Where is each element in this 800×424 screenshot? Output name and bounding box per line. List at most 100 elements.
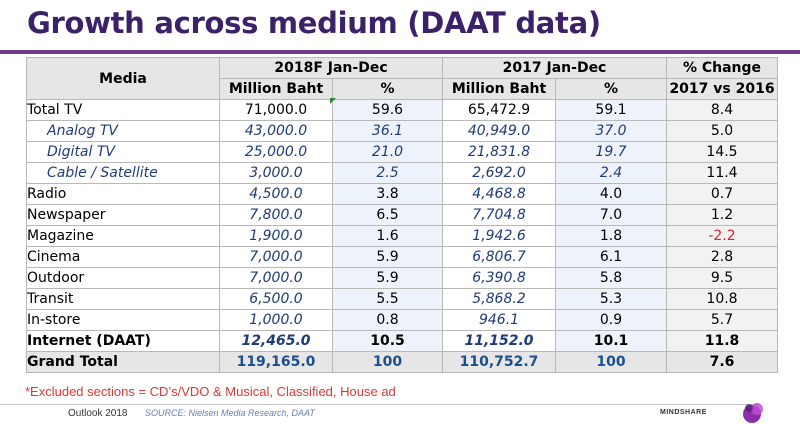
footer-outlook: Outlook 2018 <box>68 408 128 419</box>
row-media: Magazine <box>26 225 220 247</box>
change-value: 11.8 <box>666 330 779 352</box>
percent-2018: 3.8 <box>331 183 444 205</box>
grand-total-row: Grand Total 119,165.0 100 110,752.7 100 … <box>26 351 779 373</box>
percent-2017: 1.8 <box>555 225 668 247</box>
change-value: 7.6 <box>666 351 779 373</box>
percent-2018: 5.9 <box>331 267 444 289</box>
comment-marker-icon <box>330 98 336 104</box>
value-2017: 7,704.8 <box>442 204 557 226</box>
change-value: 10.8 <box>666 288 779 310</box>
percent-2018: 100 <box>331 351 444 373</box>
table-row: In-store 1,000.0 0.8 946.1 0.9 5.7 <box>26 309 779 331</box>
percent-2017: 5.3 <box>555 288 668 310</box>
change-value: 8.4 <box>666 99 779 121</box>
value-2018: 7,000.0 <box>219 246 333 268</box>
value-2018: 119,165.0 <box>219 351 333 373</box>
percent-2017: 6.1 <box>555 246 668 268</box>
table-row: Radio 4,500.0 3.8 4,468.8 4.0 0.7 <box>26 183 779 205</box>
row-media: Transit <box>26 288 220 310</box>
percent-2017: 10.1 <box>555 330 668 352</box>
table-row: Cable / Satellite 3,000.0 2.5 2,692.0 2.… <box>26 162 779 184</box>
percent-2018: 59.6 <box>331 99 444 121</box>
brand-name: MINDSHARE <box>660 409 707 416</box>
percent-2018: 0.8 <box>331 309 444 331</box>
row-media: Total TV <box>26 99 220 121</box>
value-2018: 71,000.0 <box>219 99 333 121</box>
row-media: Outdoor <box>26 267 220 289</box>
table-row: Digital TV 25,000.0 21.0 21,831.8 19.7 1… <box>26 141 779 163</box>
title-divider <box>0 50 800 54</box>
value-2018: 1,900.0 <box>219 225 333 247</box>
value-2017: 65,472.9 <box>442 99 557 121</box>
value-2017: 6,390.8 <box>442 267 557 289</box>
change-value: 0.7 <box>666 183 779 205</box>
row-media: Analog TV <box>26 120 220 142</box>
table-row: Cinema 7,000.0 5.9 6,806.7 6.1 2.8 <box>26 246 779 268</box>
value-2017: 2,692.0 <box>442 162 557 184</box>
row-media: Cinema <box>26 246 220 268</box>
percent-2018: 2.5 <box>331 162 444 184</box>
footer-source: SOURCE: Nielsen Media Research, DAAT <box>145 408 315 418</box>
value-2018: 7,800.0 <box>219 204 333 226</box>
header-change-period: 2017 vs 2016 <box>666 78 779 100</box>
value-2017: 1,942.6 <box>442 225 557 247</box>
row-media: In-store <box>26 309 220 331</box>
percent-2017: 100 <box>555 351 668 373</box>
percent-2018: 6.5 <box>331 204 444 226</box>
value-2017: 4,468.8 <box>442 183 557 205</box>
footer-divider <box>0 404 760 405</box>
change-value: 5.0 <box>666 120 779 142</box>
row-media: Newspaper <box>26 204 220 226</box>
page-title: Growth across medium (DAAT data) <box>27 6 601 40</box>
header-2018-million-baht: Million Baht <box>219 78 333 100</box>
row-media: Grand Total <box>26 351 220 373</box>
change-value: 9.5 <box>666 267 779 289</box>
percent-2017: 37.0 <box>555 120 668 142</box>
change-value: 1.2 <box>666 204 779 226</box>
value-2017: 110,752.7 <box>442 351 557 373</box>
media-growth-table: Media 2018F Jan-Dec 2017 Jan-Dec % Chang… <box>26 57 779 373</box>
percent-2017: 4.0 <box>555 183 668 205</box>
percent-2017: 0.9 <box>555 309 668 331</box>
value-2018: 6,500.0 <box>219 288 333 310</box>
percent-2018: 21.0 <box>331 141 444 163</box>
value-2017: 21,831.8 <box>442 141 557 163</box>
table-row: Analog TV 43,000.0 36.1 40,949.0 37.0 5.… <box>26 120 779 142</box>
table-row: Newspaper 7,800.0 6.5 7,704.8 7.0 1.2 <box>26 204 779 226</box>
value-2018: 43,000.0 <box>219 120 333 142</box>
percent-2017: 2.4 <box>555 162 668 184</box>
header-2017-percent: % <box>555 78 668 100</box>
header-2018-percent: % <box>331 78 444 100</box>
header-change: % Change <box>666 57 779 79</box>
percent-2017: 7.0 <box>555 204 668 226</box>
percent-2018: 10.5 <box>331 330 444 352</box>
percent-2017: 5.8 <box>555 267 668 289</box>
percent-2017: 19.7 <box>555 141 668 163</box>
percent-2018: 36.1 <box>331 120 444 142</box>
footnote: *Excluded sections = CD’s/VDO & Musical,… <box>25 384 396 399</box>
value-2017: 11,152.0 <box>442 330 557 352</box>
percent-2017: 59.1 <box>555 99 668 121</box>
percent-2018: 5.9 <box>331 246 444 268</box>
value-2017: 5,868.2 <box>442 288 557 310</box>
percent-2018: 1.6 <box>331 225 444 247</box>
header-media: Media <box>26 57 220 100</box>
header-2017: 2017 Jan-Dec <box>442 57 668 79</box>
mindshare-logo-icon <box>743 403 763 423</box>
change-value: 5.7 <box>666 309 779 331</box>
table-row: Transit 6,500.0 5.5 5,868.2 5.3 10.8 <box>26 288 779 310</box>
table-row: Outdoor 7,000.0 5.9 6,390.8 5.8 9.5 <box>26 267 779 289</box>
value-2018: 25,000.0 <box>219 141 333 163</box>
percent-2018: 5.5 <box>331 288 444 310</box>
value-2018: 1,000.0 <box>219 309 333 331</box>
value-2017: 40,949.0 <box>442 120 557 142</box>
table-row: Internet (DAAT) 12,465.0 10.5 11,152.0 1… <box>26 330 779 352</box>
value-2017: 6,806.7 <box>442 246 557 268</box>
change-value: 11.4 <box>666 162 779 184</box>
value-2018: 3,000.0 <box>219 162 333 184</box>
change-value: 14.5 <box>666 141 779 163</box>
header-2017-million-baht: Million Baht <box>442 78 557 100</box>
value-2018: 7,000.0 <box>219 267 333 289</box>
change-value: 2.8 <box>666 246 779 268</box>
value-2018: 12,465.0 <box>219 330 333 352</box>
